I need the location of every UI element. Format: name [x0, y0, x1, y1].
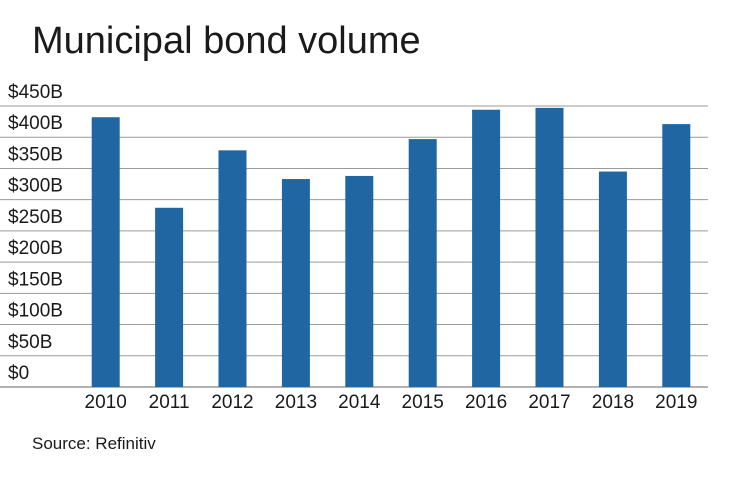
bar-2016	[472, 109, 501, 387]
x-tick-label: 2016	[465, 392, 507, 413]
y-tick-label: $150B	[8, 269, 63, 290]
bar-2012	[218, 150, 247, 387]
y-tick-label: $0	[8, 363, 29, 384]
x-tick-label: 2013	[275, 392, 317, 413]
y-tick-label: $200B	[8, 238, 63, 259]
y-tick-label: $250B	[8, 207, 63, 228]
x-tick-label: 2011	[149, 392, 190, 413]
y-tick-label: $300B	[8, 176, 63, 197]
bar-2019	[662, 124, 691, 387]
source-note: Source: Refinitiv	[32, 434, 156, 453]
x-tick-label: 2018	[592, 392, 634, 413]
x-tick-label: 2015	[402, 392, 444, 413]
x-tick-label: 2019	[655, 392, 697, 413]
x-axis-tick-labels: 2010 2011 2012 2013 2014 2015 2016 2017 2018 2019	[85, 392, 698, 413]
y-tick-label: $400B	[8, 113, 63, 134]
bar-2018	[598, 171, 627, 387]
bar-2013	[281, 179, 310, 387]
y-tick-label: $50B	[8, 332, 52, 353]
y-tick-label: $450B	[8, 82, 63, 103]
bar-2010	[91, 117, 120, 388]
bar-2017	[535, 107, 564, 387]
chart-title: Municipal bond volume	[32, 20, 421, 62]
bar-2014	[345, 175, 374, 387]
bar-2011	[155, 207, 184, 387]
x-tick-label: 2012	[211, 392, 253, 413]
x-tick-label: 2017	[528, 392, 570, 413]
x-tick-label: 2014	[338, 392, 381, 413]
y-axis-tick-labels: $0 $50B $100B $150B $200B $250B $300B $350B $400…	[8, 82, 63, 384]
y-tick-label: $100B	[8, 301, 63, 322]
x-tick-label: 2010	[85, 392, 127, 413]
bar-2015	[408, 139, 437, 387]
bars	[91, 107, 691, 388]
y-tick-label: $350B	[8, 144, 63, 165]
